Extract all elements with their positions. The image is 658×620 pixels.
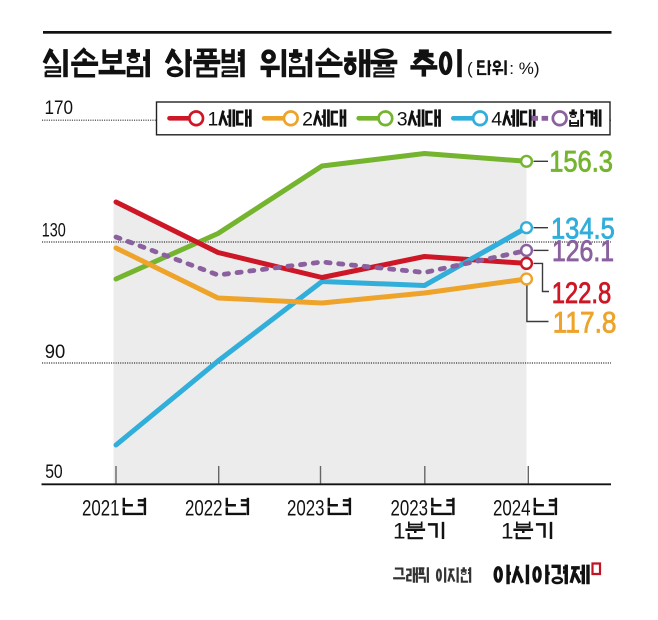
svg-text:122.8: 122.8 (552, 277, 612, 310)
svg-text:(: ( (467, 59, 473, 78)
svg-text:3: 3 (397, 108, 408, 130)
svg-text:: %): : %) (509, 59, 539, 78)
svg-text:1: 1 (208, 108, 219, 130)
svg-text:4: 4 (491, 108, 502, 130)
svg-text:117.8: 117.8 (553, 306, 617, 339)
svg-text:50: 50 (45, 462, 63, 483)
svg-text:2021: 2021 (82, 495, 120, 520)
svg-text:134.5: 134.5 (551, 213, 615, 246)
svg-text:2: 2 (302, 108, 313, 130)
svg-text:156.3: 156.3 (549, 145, 613, 178)
svg-text:126.1: 126.1 (552, 235, 614, 268)
svg-text:130: 130 (42, 221, 66, 242)
svg-text:2022: 2022 (185, 495, 223, 520)
svg-text:2023: 2023 (287, 495, 325, 520)
svg-text:2023: 2023 (391, 495, 429, 520)
svg-text:170: 170 (45, 98, 74, 119)
svg-text:90: 90 (45, 342, 66, 363)
svg-text:1: 1 (501, 518, 514, 543)
svg-text:1: 1 (393, 518, 406, 543)
svg-text:2024: 2024 (493, 495, 531, 520)
